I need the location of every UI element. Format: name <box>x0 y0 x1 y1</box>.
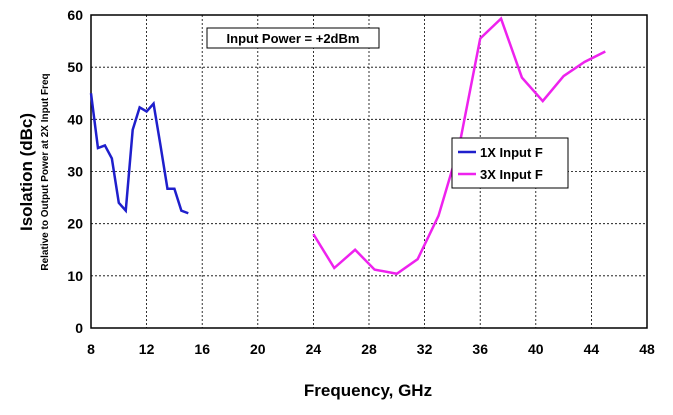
y-tick-label: 50 <box>67 59 83 75</box>
y-tick-label: 10 <box>67 268 83 284</box>
annotation-box <box>206 27 380 49</box>
x-tick-label: 40 <box>528 341 544 357</box>
legend-label: 3X Input F <box>480 167 543 182</box>
x-tick-label: 48 <box>639 341 655 357</box>
x-tick-label: 24 <box>306 341 322 357</box>
x-tick-label: 44 <box>584 341 600 357</box>
y-tick-label: 40 <box>67 111 83 127</box>
y-axis-label: Isolation (dBc) <box>17 113 36 231</box>
plot-frame <box>90 14 648 329</box>
legend-box <box>451 137 569 189</box>
y-tick-label: 20 <box>67 216 83 232</box>
y-tick-label: 60 <box>67 7 83 23</box>
x-tick-label: 8 <box>87 341 95 357</box>
x-tick-label: 16 <box>194 341 210 357</box>
x-tick-label: 36 <box>472 341 488 357</box>
y-tick-label: 0 <box>75 320 83 336</box>
x-axis-label: Frequency, GHz <box>304 381 432 400</box>
x-tick-label: 12 <box>139 341 155 357</box>
y-axis-sublabel: Relative to Output Power at 2X Input Fre… <box>40 73 51 270</box>
x-tick-label: 28 <box>361 341 377 357</box>
legend-label: 1X Input F <box>480 145 543 160</box>
series-line <box>89 93 189 215</box>
x-tick-label: 32 <box>417 341 433 357</box>
annotation: Input Power = +2dBm <box>227 31 360 46</box>
x-tick-label: 20 <box>250 341 266 357</box>
y-tick-label: 30 <box>67 164 83 180</box>
